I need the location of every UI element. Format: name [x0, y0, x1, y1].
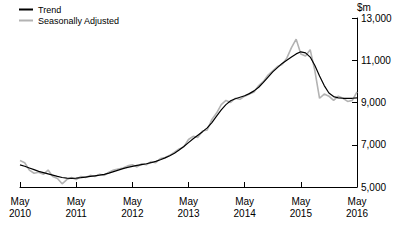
svg-text:2012: 2012: [121, 208, 144, 219]
svg-text:11,000: 11,000: [361, 55, 391, 66]
svg-text:$m: $m: [357, 2, 371, 13]
svg-text:2016: 2016: [346, 208, 369, 219]
svg-text:Trend: Trend: [38, 5, 61, 15]
svg-text:2010: 2010: [9, 208, 32, 219]
svg-text:May: May: [11, 196, 30, 207]
svg-text:Seasonally Adjusted: Seasonally Adjusted: [38, 16, 119, 26]
svg-text:May: May: [291, 196, 310, 207]
svg-text:7,000: 7,000: [361, 139, 386, 150]
svg-text:2011: 2011: [65, 208, 87, 219]
svg-text:May: May: [123, 196, 142, 207]
svg-text:9,000: 9,000: [361, 97, 386, 108]
svg-text:13,000: 13,000: [361, 13, 392, 24]
svg-text:2015: 2015: [290, 208, 313, 219]
svg-text:5,000: 5,000: [361, 182, 386, 193]
svg-text:May: May: [67, 196, 86, 207]
svg-text:2014: 2014: [234, 208, 257, 219]
svg-text:May: May: [235, 196, 254, 207]
svg-text:2013: 2013: [177, 208, 200, 219]
svg-text:May: May: [179, 196, 198, 207]
svg-text:May: May: [348, 196, 367, 207]
